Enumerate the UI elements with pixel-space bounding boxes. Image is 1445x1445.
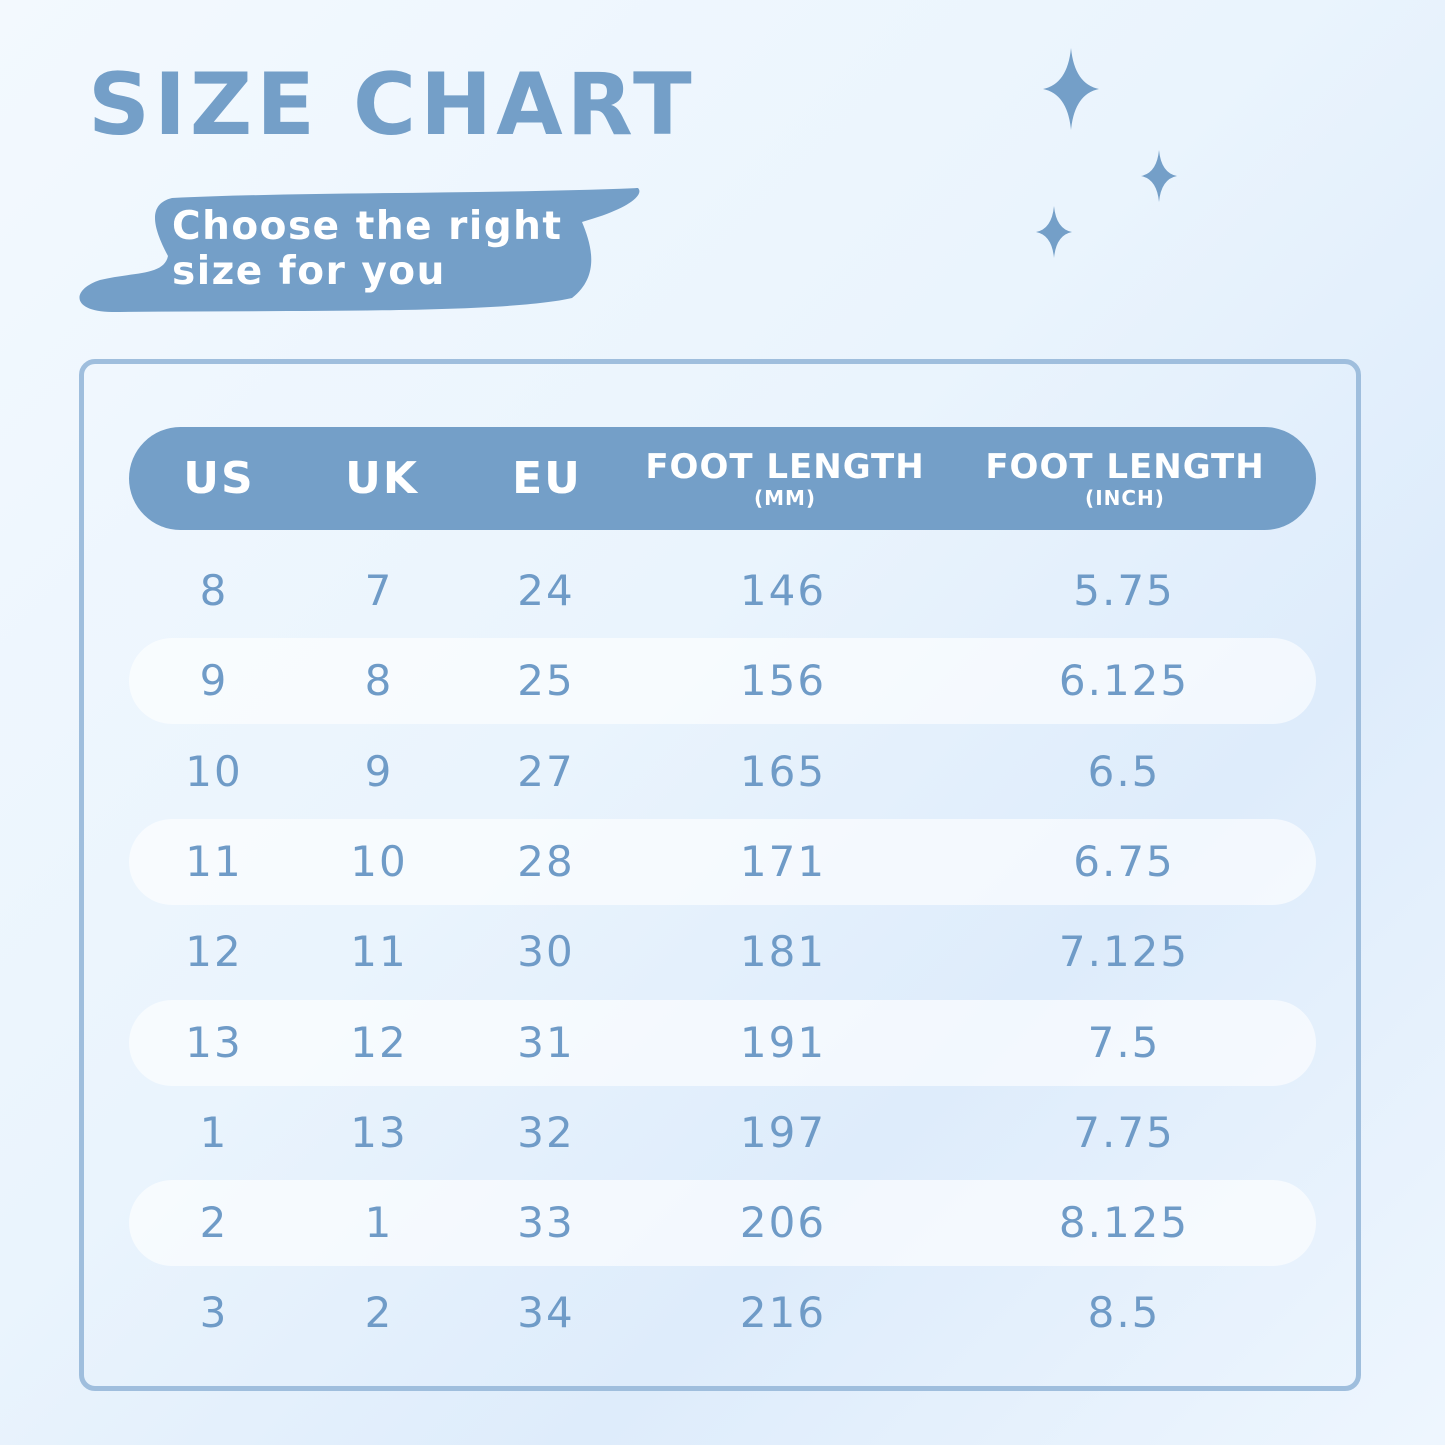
- cell-foot-length-mm: 191: [739, 1018, 827, 1067]
- sparkle-star-icon: [1141, 150, 1177, 202]
- column-header-foot-length-inch: FOOT LENGTH (INCH): [985, 427, 1264, 530]
- table-row: 11 10 28 171 6.75: [129, 819, 1316, 905]
- cell-eu-size: 30: [517, 927, 575, 976]
- cell-eu-size: 25: [517, 656, 575, 705]
- cell-us-size: 10: [185, 747, 243, 796]
- cell-foot-length-inch: 5.75: [1073, 566, 1175, 615]
- cell-uk-size: 11: [350, 927, 408, 976]
- cell-us-size: 11: [185, 837, 243, 886]
- column-header-label: UK: [345, 452, 419, 504]
- cell-foot-length-inch: 7.5: [1087, 1018, 1161, 1067]
- cell-uk-size: 1: [364, 1198, 394, 1247]
- cell-foot-length-inch: 7.125: [1058, 927, 1190, 976]
- table-row: 3 2 34 216 8.5: [129, 1270, 1316, 1356]
- cell-eu-size: 34: [517, 1288, 575, 1337]
- cell-us-size: 9: [199, 656, 229, 705]
- cell-eu-size: 28: [517, 837, 575, 886]
- cell-us-size: 3: [199, 1288, 229, 1337]
- page-title: SIZE CHART: [88, 55, 696, 155]
- column-header-eu: EU: [512, 427, 582, 530]
- cell-us-size: 8: [199, 566, 229, 615]
- cell-foot-length-inch: 8.5: [1087, 1288, 1161, 1337]
- size-table-panel: [79, 359, 1361, 1391]
- subtitle-line-2: size for you: [172, 249, 446, 294]
- cell-foot-length-inch: 7.75: [1073, 1108, 1175, 1157]
- cell-foot-length-mm: 181: [739, 927, 827, 976]
- cell-foot-length-mm: 165: [739, 747, 827, 796]
- cell-us-size: 13: [185, 1018, 243, 1067]
- cell-foot-length-mm: 206: [739, 1198, 827, 1247]
- cell-us-size: 12: [185, 927, 243, 976]
- cell-uk-size: 8: [364, 656, 394, 705]
- cell-foot-length-inch: 6.125: [1058, 656, 1190, 705]
- cell-foot-length-mm: 146: [739, 566, 827, 615]
- column-header-label: US: [183, 452, 255, 504]
- cell-eu-size: 27: [517, 747, 575, 796]
- cell-uk-size: 13: [350, 1108, 408, 1157]
- cell-foot-length-inch: 8.125: [1058, 1198, 1190, 1247]
- cell-eu-size: 31: [517, 1018, 575, 1067]
- column-header-foot-length-mm: FOOT LENGTH (MM): [645, 427, 924, 530]
- table-row: 13 12 31 191 7.5: [129, 1000, 1316, 1086]
- column-header-unit: (MM): [753, 485, 817, 510]
- column-header-uk: UK: [345, 427, 419, 530]
- column-header-label: FOOT LENGTH: [985, 446, 1265, 487]
- cell-us-size: 2: [199, 1198, 229, 1247]
- subtitle-brush-shape: [79, 188, 640, 312]
- cell-uk-size: 2: [364, 1288, 394, 1337]
- table-row: 1 13 32 197 7.75: [129, 1090, 1316, 1176]
- cell-us-size: 1: [199, 1108, 229, 1157]
- cell-eu-size: 24: [517, 566, 575, 615]
- cell-foot-length-mm: 171: [739, 837, 827, 886]
- cell-eu-size: 33: [517, 1198, 575, 1247]
- cell-foot-length-inch: 6.75: [1073, 837, 1175, 886]
- table-row: 12 11 30 181 7.125: [129, 909, 1316, 995]
- table-header: US UK EU FOOT LENGTH (MM) FOOT LENGTH (I…: [129, 427, 1316, 530]
- table-row: 9 8 25 156 6.125: [129, 638, 1316, 724]
- column-header-label: EU: [512, 452, 582, 504]
- cell-uk-size: 9: [364, 747, 394, 796]
- cell-foot-length-mm: 156: [739, 656, 827, 705]
- table-row: 8 7 24 146 5.75: [129, 548, 1316, 634]
- subtitle-line-1: Choose the right: [172, 204, 563, 249]
- column-header-unit: (INCH): [1085, 485, 1165, 510]
- sparkle-star-icon: [1036, 206, 1072, 258]
- subtitle: Choose the right size for you: [172, 204, 592, 294]
- cell-foot-length-inch: 6.5: [1087, 747, 1161, 796]
- cell-foot-length-mm: 197: [739, 1108, 827, 1157]
- table-row: 10 9 27 165 6.5: [129, 729, 1316, 815]
- cell-uk-size: 12: [350, 1018, 408, 1067]
- sparkle-star-icon: [1043, 48, 1099, 130]
- cell-uk-size: 7: [364, 566, 394, 615]
- column-header-label: FOOT LENGTH: [645, 446, 925, 487]
- table-row: 2 1 33 206 8.125: [129, 1180, 1316, 1266]
- cell-eu-size: 32: [517, 1108, 575, 1157]
- column-header-us: US: [183, 427, 254, 530]
- cell-foot-length-mm: 216: [739, 1288, 827, 1337]
- cell-uk-size: 10: [350, 837, 408, 886]
